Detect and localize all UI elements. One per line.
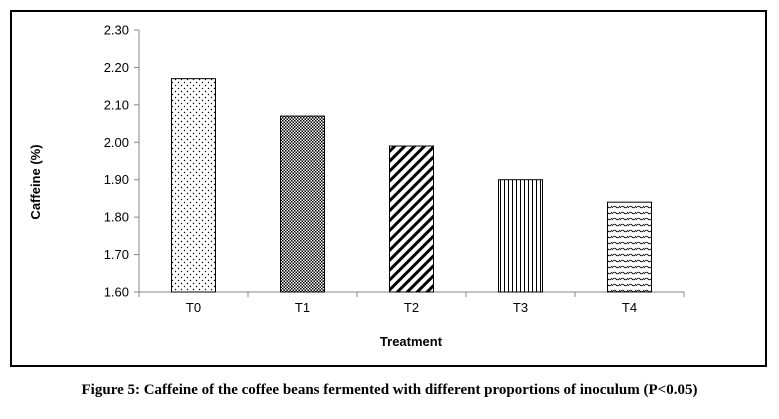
bar-t1 bbox=[280, 115, 325, 293]
x-tick-label: T1 bbox=[295, 300, 310, 315]
y-tick-label: 1.90 bbox=[104, 172, 129, 187]
y-tick-label: 1.70 bbox=[104, 247, 129, 262]
y-tick-label: 2.00 bbox=[104, 135, 129, 150]
y-tick-label: 2.30 bbox=[104, 23, 129, 38]
y-tick-label: 1.80 bbox=[104, 210, 129, 225]
x-tick-label: T4 bbox=[622, 300, 637, 315]
y-axis-title: Caffeine (%) bbox=[28, 144, 43, 219]
bar-chart: 1.60 1.70 1.80 1.90 2.00 2.10 2.20 2.30 T0 T1 T2 T3… bbox=[28, 23, 685, 349]
chart-frame: 1.60 1.70 1.80 1.90 2.00 2.10 2.20 2.30 T0 T1 T2 T3… bbox=[10, 10, 767, 367]
x-tick-label: T0 bbox=[186, 300, 201, 315]
bar-t0 bbox=[171, 78, 216, 293]
bar-t3 bbox=[498, 179, 543, 293]
figure-caption: Figure 5: Caffeine of the coffee beans f… bbox=[81, 382, 698, 398]
x-tick-label: T2 bbox=[404, 300, 419, 315]
plot-area: 1.60 1.70 1.80 1.90 2.00 2.10 2.20 2.30 T0 T1 T2 T3… bbox=[104, 23, 685, 315]
bar-t4 bbox=[607, 201, 652, 293]
y-tick-label: 1.60 bbox=[104, 285, 129, 300]
y-tick-label: 2.10 bbox=[104, 97, 129, 112]
y-tick-label: 2.20 bbox=[104, 60, 129, 75]
x-axis-title: Treatment bbox=[380, 334, 443, 349]
bar-t2 bbox=[389, 145, 434, 293]
x-tick-label: T3 bbox=[513, 300, 528, 315]
